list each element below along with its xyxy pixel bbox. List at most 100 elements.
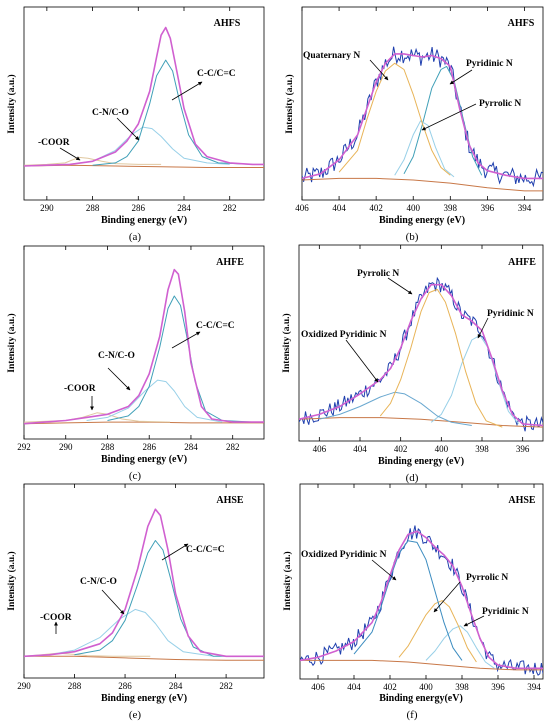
x-axis-ticks: 406 404 402 400 398 396 394 [311,484,541,692]
x-tick-label: 282 [226,442,240,452]
series-group [300,525,543,676]
chart-title: AHFS [214,18,241,29]
x-tick-label: 286 [132,203,146,213]
plot-area-e: 290 288 286 284 282 [17,484,264,691]
annotation-pyrrolic: Pyrrolic N [421,99,521,131]
annotation-quaternary: Quaternary N [303,51,389,81]
fit-component-line [398,600,477,663]
x-tick-label: 288 [86,203,100,213]
annotation-label: Pyridinic N [466,59,513,69]
x-tick-label: 400 [435,444,449,454]
x-axis-ticks: 290 288 286 284 282 [40,7,236,213]
annotation-oxidized: Oxidized Pyridinic N [301,330,387,383]
annotation-pyridinic: Pyridinic N [463,607,529,627]
chart-title: AHSE [508,495,536,506]
plot-frame [301,6,544,201]
y-axis-label: Intensity (a.u.) [281,313,292,372]
annotation-label: Oxidized Pyridinic N [301,330,387,340]
panel-b: 406 404 402 400 398 396 394 AHFS Intensity (a.… [284,6,544,243]
x-tick-label: 402 [369,203,383,213]
x-tick-label: 402 [394,444,408,454]
panel-letter: (a) [129,231,142,243]
fit-component-line [299,417,543,428]
plot-frame [23,6,265,201]
annotation-label: Pyrrolic N [479,99,521,109]
x-tick-label: 404 [332,203,346,213]
panel-a: 290 288 286 284 282 AHFS Intensity (a.u.) Bi… [6,6,265,243]
annotation-c-n: C-N/C-O [98,351,135,391]
x-axis-label: Binding energy(eV) [379,693,463,704]
fit-component-line [24,412,171,423]
x-tick-label: 404 [353,444,367,454]
fit-component-line [24,655,264,661]
annotation-label: Pyridinic N [482,607,529,617]
fit-component-line [302,177,543,192]
series-group [24,268,264,425]
annotation-label: C-N/C-O [98,351,135,361]
x-tick-label: 400 [406,203,420,213]
annotation-label: Pyridinic N [487,309,534,319]
y-axis-label: Intensity (a.u.) [282,551,293,610]
x-tick-label: 394 [518,203,532,213]
annotation-c-c: C-C/C=C [161,543,225,561]
x-tick-label: 404 [347,682,361,692]
x-tick-label: 284 [169,681,183,691]
x-tick-label: 396 [491,682,505,692]
y-axis-label: Intensity (a.u.) [6,313,17,372]
x-tick-label: 288 [101,442,115,452]
fit-envelope-line [24,26,264,167]
plot-area-c: 292 290 288 286 284 282 [17,246,264,452]
fit-component-line [394,120,455,178]
panel-letter: (f) [407,709,418,721]
x-axis-label: Binding energy (eV) [101,454,187,465]
fit-component-line [24,164,264,168]
chart-title: AHSE [216,495,244,506]
annotation-label: C-N/C-O [92,108,129,118]
fit-component-line [69,126,230,165]
x-tick-label: 406 [311,682,325,692]
panel-e: 290 288 286 284 282 AHSE Intensity (a.u.) Bi… [6,483,265,721]
fit-component-line [379,288,503,428]
x-tick-label: 282 [219,681,233,691]
annotation-c-n: C-N/C-O [92,108,140,141]
panel-d: 406 404 402 400 398 396 AHFE Intensity (a.u.)… [281,244,544,484]
fit-envelope-line [300,530,543,670]
plot-frame [23,483,265,679]
x-tick-label: 394 [527,682,541,692]
fit-component-line [24,156,162,166]
y-axis-label: Intensity (a.u.) [284,74,295,133]
x-tick-label: 284 [177,203,191,213]
x-axis-ticks: 290 288 286 284 282 [17,484,233,691]
fit-component-line [319,391,472,426]
series-group [24,26,264,168]
fit-component-line [430,334,519,425]
series-group [24,508,264,661]
raw-spectrum-line [300,525,543,676]
annotation-label: C-N/C-O [80,577,117,587]
x-tick-label: 400 [419,682,433,692]
annotation-label: -COOR [40,613,72,623]
x-tick-label: 290 [40,203,54,213]
annotation-c-c: C-C/C=C [171,321,235,349]
x-axis-ticks: 406 404 402 400 398 396 394 [295,7,532,213]
x-tick-label: 396 [516,444,530,454]
y-axis-label: Intensity (a.u.) [6,74,17,133]
x-tick-label: 396 [481,203,495,213]
fit-component-line [86,379,223,423]
fit-envelope-line [299,283,543,427]
x-tick-label: 290 [59,442,73,452]
fit-component-line [353,540,463,661]
fit-component-line [338,62,451,176]
annotation-pyridinic: Pyridinic N [449,59,513,85]
annotation-pyrrolic: Pyrrolic N [433,573,508,613]
panel-letter: (c) [129,470,142,482]
x-tick-label: 284 [184,442,198,452]
fit-envelope-line [302,53,543,180]
annotation-label: -COOR [64,384,96,394]
x-tick-label: 292 [17,442,31,452]
annotation-pyrrolic: Pyrrolic N [357,269,413,295]
x-axis-label: Binding energy (eV) [101,693,187,704]
fit-component-line [74,540,252,657]
x-axis-label: Binding energy (eV) [379,215,465,226]
